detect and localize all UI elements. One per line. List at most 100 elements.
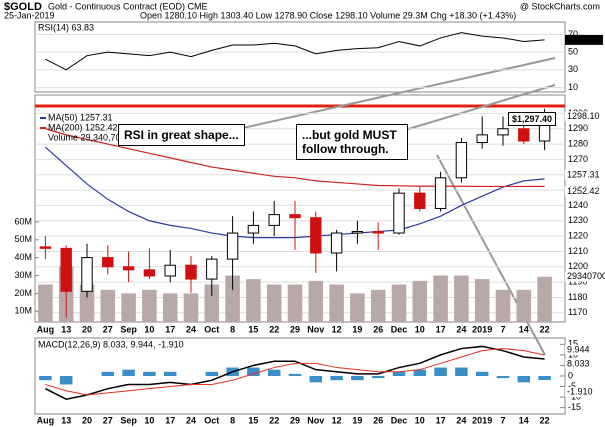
x-tick-label: 10 <box>415 415 425 425</box>
candle-body <box>226 232 239 260</box>
source: @ StockCharts.com <box>520 1 600 11</box>
arrow <box>404 84 556 131</box>
x-tick-label: 17 <box>436 415 446 425</box>
volume-bar <box>266 284 282 322</box>
y-tick-label: -5 <box>568 381 576 391</box>
histogram-bar <box>434 367 447 376</box>
x-tick-label: Dec <box>391 415 408 425</box>
volume-bar <box>100 289 116 322</box>
last-value-box <box>565 359 603 370</box>
volume-bar <box>204 284 220 322</box>
candle-body <box>143 269 156 277</box>
x-tick-label: 10 <box>415 324 425 334</box>
x-tick-label: 12 <box>332 415 342 425</box>
histogram-bar <box>475 371 489 376</box>
histogram-bar <box>247 367 260 376</box>
volume-bar <box>350 293 365 322</box>
x-tick-label: 20 <box>82 324 92 334</box>
last-value: 1298.10 <box>567 111 600 121</box>
volume-bar <box>516 289 532 322</box>
x-tick-label: 20 <box>82 415 92 425</box>
x-tick-label: 22 <box>269 415 279 425</box>
last-value: 63.83 <box>567 34 590 44</box>
histogram-bar <box>413 369 427 376</box>
histogram-bar <box>39 376 52 381</box>
x-tick-label: Aug <box>37 324 55 334</box>
last-value: 8.033 <box>567 358 590 368</box>
x-tick-label: 29 <box>290 415 300 425</box>
histogram-bar <box>288 373 302 376</box>
last-value-box <box>565 186 603 197</box>
candle-body <box>414 192 426 209</box>
candle-body <box>476 134 488 144</box>
x-tick-label: 8 <box>230 415 235 425</box>
candle-body <box>81 257 93 292</box>
last-value-box <box>565 111 603 122</box>
volume-tick-label: 10M <box>14 306 32 316</box>
candle-body <box>39 246 52 249</box>
volume-bar <box>225 275 240 322</box>
last-value-box <box>565 271 603 282</box>
y-tick-label: 1270 <box>568 154 588 164</box>
candle-body <box>206 258 218 280</box>
volume-bar <box>287 284 303 322</box>
volume-tick-label: 60M <box>14 216 32 226</box>
histogram-bar <box>517 376 531 383</box>
volume-bar <box>121 293 136 322</box>
histogram-bar <box>351 376 364 381</box>
x-tick-label: 10 <box>144 415 154 425</box>
last-value: 29340700 <box>567 271 605 281</box>
x-tick-label: 17 <box>165 324 175 334</box>
legend-label: Volume 29,340,700 <box>48 132 126 142</box>
last-value: 1257.31 <box>567 169 600 179</box>
volume-tick-label: 20M <box>14 288 32 298</box>
x-tick-label: 2019 <box>472 415 492 425</box>
macd-title: MACD(12,26,9) 8.033, 9.944, -1.910 <box>38 339 184 349</box>
candle-body <box>122 266 135 271</box>
candle-body <box>518 128 530 142</box>
signal-line <box>45 348 545 396</box>
volume-bar <box>162 293 178 322</box>
histogram-bar <box>143 371 156 376</box>
annotation: ...but gold MUST follow through. <box>296 124 408 160</box>
x-tick-label: Sep <box>120 324 137 334</box>
volume-tick-label: 50M <box>14 234 32 244</box>
candle-body <box>372 231 384 234</box>
last-value-box <box>565 169 603 180</box>
volume-bar <box>495 289 511 322</box>
title: $GOLD <box>4 1 42 13</box>
y-tick-label: 1180 <box>568 292 587 302</box>
x-tick-label: 12 <box>332 324 342 334</box>
candle-body <box>310 217 322 254</box>
x-tick-label: 13 <box>61 415 71 425</box>
x-tick-label: 26 <box>373 415 383 425</box>
x-tick-label: 22 <box>540 324 550 334</box>
volume-bar <box>142 289 157 322</box>
y-tick-label: -15 <box>568 402 581 412</box>
volume-bar <box>391 284 407 322</box>
candle-body <box>247 224 260 234</box>
rsi-title: RSI(14) 63.83 <box>38 22 94 32</box>
legend-label: MA(200) 1252.42 <box>48 122 118 132</box>
volume-bar <box>183 293 199 322</box>
x-tick-label: Oct <box>204 415 219 425</box>
x-tick-label: 22 <box>269 324 279 334</box>
candle-body <box>102 257 114 268</box>
histogram-bar <box>101 371 115 376</box>
x-tick-label: 10 <box>144 324 154 334</box>
x-tick-label: Sep <box>120 415 137 425</box>
last-value: -1.910 <box>567 386 593 396</box>
y-tick-label: 15 <box>568 339 578 349</box>
y-tick-label: 1240 <box>568 200 588 210</box>
x-tick-label: 15 <box>248 324 258 334</box>
last-value: 9.944 <box>567 344 590 354</box>
volume-tick-label: 30M <box>14 270 32 280</box>
last-value-box <box>565 34 603 45</box>
x-tick-label: 22 <box>540 415 550 425</box>
x-tick-label: 19 <box>352 415 362 425</box>
histogram-bar <box>163 371 177 376</box>
x-tick-label: Nov <box>307 415 324 425</box>
y-tick-label: 1220 <box>568 230 588 240</box>
